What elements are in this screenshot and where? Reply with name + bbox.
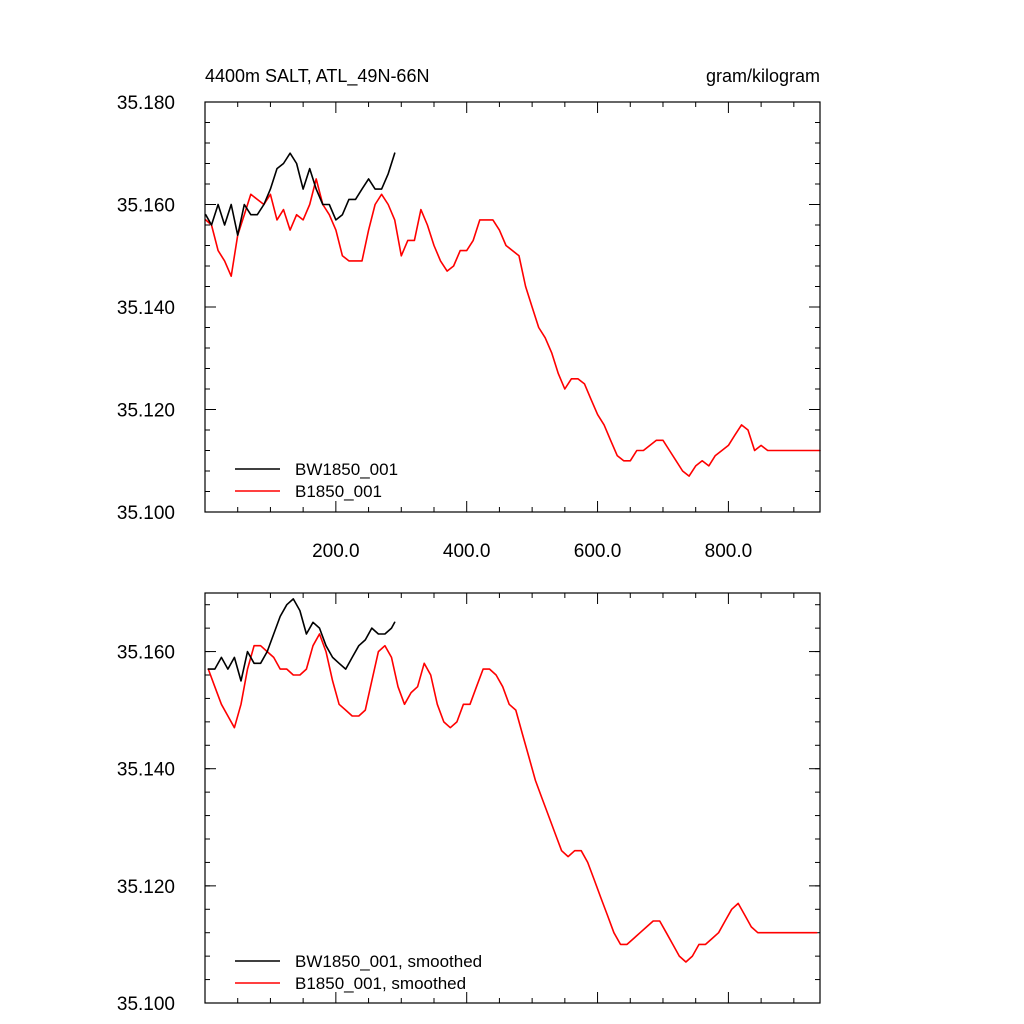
y-tick-label: 35.160 <box>117 643 175 664</box>
y-tick-label: 35.100 <box>117 503 175 524</box>
plot-frame <box>204 101 821 513</box>
x-tick-label: 400.0 <box>443 541 491 562</box>
series-lines <box>204 152 821 477</box>
x-tick-label: 800.0 <box>705 541 753 562</box>
legend: BW1850_001 B1850_001 <box>235 460 398 501</box>
y-tick-label: 35.120 <box>117 877 175 898</box>
series-line-b1850-001 <box>204 178 821 477</box>
chart-title-right: gram/kilogram <box>706 66 820 86</box>
x-tick-label: 600.0 <box>574 541 622 562</box>
salt-timeseries-panel: 4400m SALT, ATL_49N-66N gram/kilogram 35… <box>117 66 821 562</box>
series-line-bw1850-001-smoothed <box>207 598 396 682</box>
axis-ticks: 35.100 35.120 35.140 35.160 <box>117 593 820 1015</box>
x-tick-label: 200.0 <box>312 541 360 562</box>
legend-label-bw1850: BW1850_001 <box>295 460 398 479</box>
plot-frame <box>204 592 821 1004</box>
y-tick-label: 35.140 <box>117 298 175 319</box>
legend-label-b1850: B1850_001 <box>295 482 382 501</box>
legend-label-bw1850-smoothed: BW1850_001, smoothed <box>295 952 482 971</box>
y-tick-label: 35.120 <box>117 401 175 422</box>
y-tick-label: 35.140 <box>117 760 175 781</box>
legend: BW1850_001, smoothed B1850_001, smoothed <box>235 952 482 993</box>
series-lines <box>207 598 818 963</box>
y-tick-label: 35.100 <box>117 994 175 1015</box>
legend-label-b1850-smoothed: B1850_001, smoothed <box>295 974 466 993</box>
salt-smoothed-panel: 35.100 35.120 35.140 35.160 BW1850_001, smo… <box>117 592 821 1015</box>
y-tick-label: 35.160 <box>117 196 175 217</box>
series-line-b1850-001-smoothed <box>207 633 818 963</box>
chart-title-left: 4400m SALT, ATL_49N-66N <box>205 66 429 87</box>
y-tick-label: 35.180 <box>117 93 175 114</box>
series-line-bw1850-001 <box>204 152 396 236</box>
axis-ticks: 35.100 35.120 35.140 35.160 35.180 200.0 400.0… <box>117 93 820 562</box>
